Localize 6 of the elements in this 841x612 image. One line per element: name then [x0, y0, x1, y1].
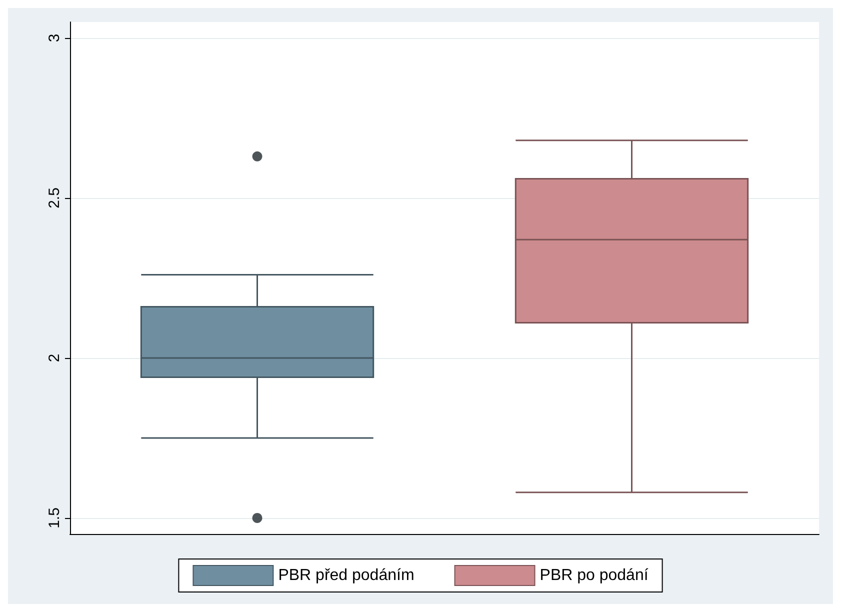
legend-label: PBR po podání [540, 567, 649, 584]
legend-label: PBR před podáním [278, 567, 414, 584]
y-tick-label: 2 [46, 354, 63, 362]
y-tick-label: 2.5 [46, 188, 63, 208]
y-tick-label: 1.5 [46, 508, 63, 528]
y-tick-label: 3 [46, 34, 63, 42]
